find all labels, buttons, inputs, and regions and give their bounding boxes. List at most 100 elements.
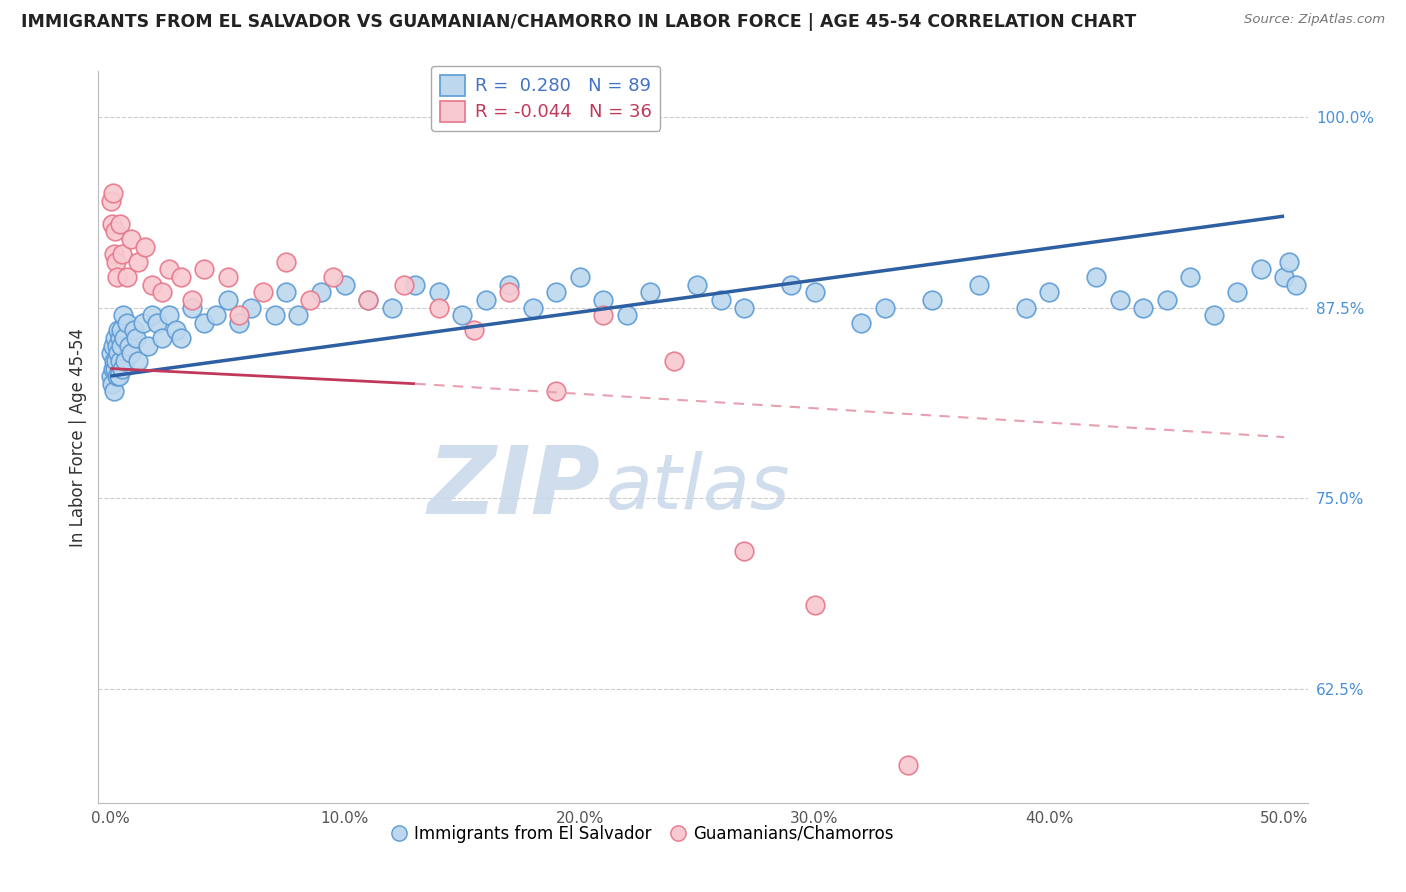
Point — [204, 308, 226, 322]
Point — [357, 293, 380, 307]
Point — [107, 346, 129, 360]
Point — [546, 384, 568, 399]
Point — [101, 217, 124, 231]
Point — [1085, 270, 1108, 285]
Point — [686, 277, 709, 292]
Point — [112, 308, 135, 322]
Point — [134, 239, 156, 253]
Point — [592, 293, 614, 307]
Point — [475, 293, 498, 307]
Point — [104, 361, 127, 376]
Point — [967, 277, 990, 292]
Point — [228, 308, 250, 322]
Point — [100, 369, 122, 384]
Point — [111, 247, 134, 261]
Point — [111, 361, 134, 376]
Point — [1250, 262, 1272, 277]
Point — [105, 270, 128, 285]
Point — [1108, 293, 1130, 307]
Point — [851, 316, 873, 330]
Point — [1132, 301, 1154, 315]
Point — [112, 331, 135, 345]
Point — [662, 354, 685, 368]
Point — [169, 270, 191, 285]
Point — [1202, 308, 1225, 322]
Point — [287, 308, 309, 322]
Point — [298, 293, 321, 307]
Point — [141, 277, 163, 292]
Point — [150, 285, 173, 300]
Point — [118, 338, 141, 352]
Point — [1156, 293, 1178, 307]
Point — [240, 301, 263, 315]
Point — [132, 316, 155, 330]
Point — [1038, 285, 1060, 300]
Legend: Immigrants from El Salvador, Guamanians/Chamorros: Immigrants from El Salvador, Guamanians/… — [385, 818, 900, 849]
Point — [733, 544, 755, 558]
Point — [498, 285, 520, 300]
Point — [125, 331, 148, 345]
Point — [100, 346, 122, 360]
Point — [115, 316, 138, 330]
Point — [105, 354, 128, 368]
Point — [165, 323, 187, 337]
Point — [322, 270, 344, 285]
Point — [157, 262, 180, 277]
Y-axis label: In Labor Force | Age 45-54: In Labor Force | Age 45-54 — [69, 327, 87, 547]
Point — [120, 346, 142, 360]
Point — [136, 338, 159, 352]
Point — [710, 293, 733, 307]
Point — [150, 331, 173, 345]
Point — [146, 316, 169, 330]
Point — [101, 338, 124, 352]
Point — [101, 376, 124, 391]
Point — [897, 757, 920, 772]
Point — [127, 255, 149, 269]
Point — [311, 285, 333, 300]
Point — [733, 301, 755, 315]
Point — [108, 369, 131, 384]
Point — [107, 323, 129, 337]
Point — [1180, 270, 1202, 285]
Point — [568, 270, 591, 285]
Point — [592, 308, 614, 322]
Point — [276, 285, 298, 300]
Point — [252, 285, 274, 300]
Point — [193, 316, 215, 330]
Point — [105, 338, 128, 352]
Point — [101, 361, 124, 376]
Point — [103, 247, 125, 261]
Point — [873, 301, 896, 315]
Point — [120, 232, 142, 246]
Point — [263, 308, 285, 322]
Point — [217, 293, 239, 307]
Point — [1015, 301, 1038, 315]
Point — [103, 354, 125, 368]
Point — [110, 338, 132, 352]
Point — [546, 285, 568, 300]
Point — [100, 194, 122, 208]
Point — [427, 285, 450, 300]
Point — [357, 293, 380, 307]
Point — [616, 308, 638, 322]
Text: atlas: atlas — [606, 451, 790, 525]
Point — [108, 354, 131, 368]
Point — [333, 277, 356, 292]
Point — [427, 301, 450, 315]
Point — [127, 354, 149, 368]
Point — [392, 277, 415, 292]
Point — [803, 285, 825, 300]
Point — [451, 308, 474, 322]
Point — [463, 323, 485, 337]
Point — [105, 369, 128, 384]
Point — [115, 270, 138, 285]
Point — [181, 293, 204, 307]
Point — [157, 308, 180, 322]
Point — [104, 224, 127, 238]
Text: ZIP: ZIP — [427, 442, 600, 534]
Point — [803, 598, 825, 612]
Point — [104, 331, 127, 345]
Point — [105, 255, 128, 269]
Text: Source: ZipAtlas.com: Source: ZipAtlas.com — [1244, 13, 1385, 27]
Point — [780, 277, 803, 292]
